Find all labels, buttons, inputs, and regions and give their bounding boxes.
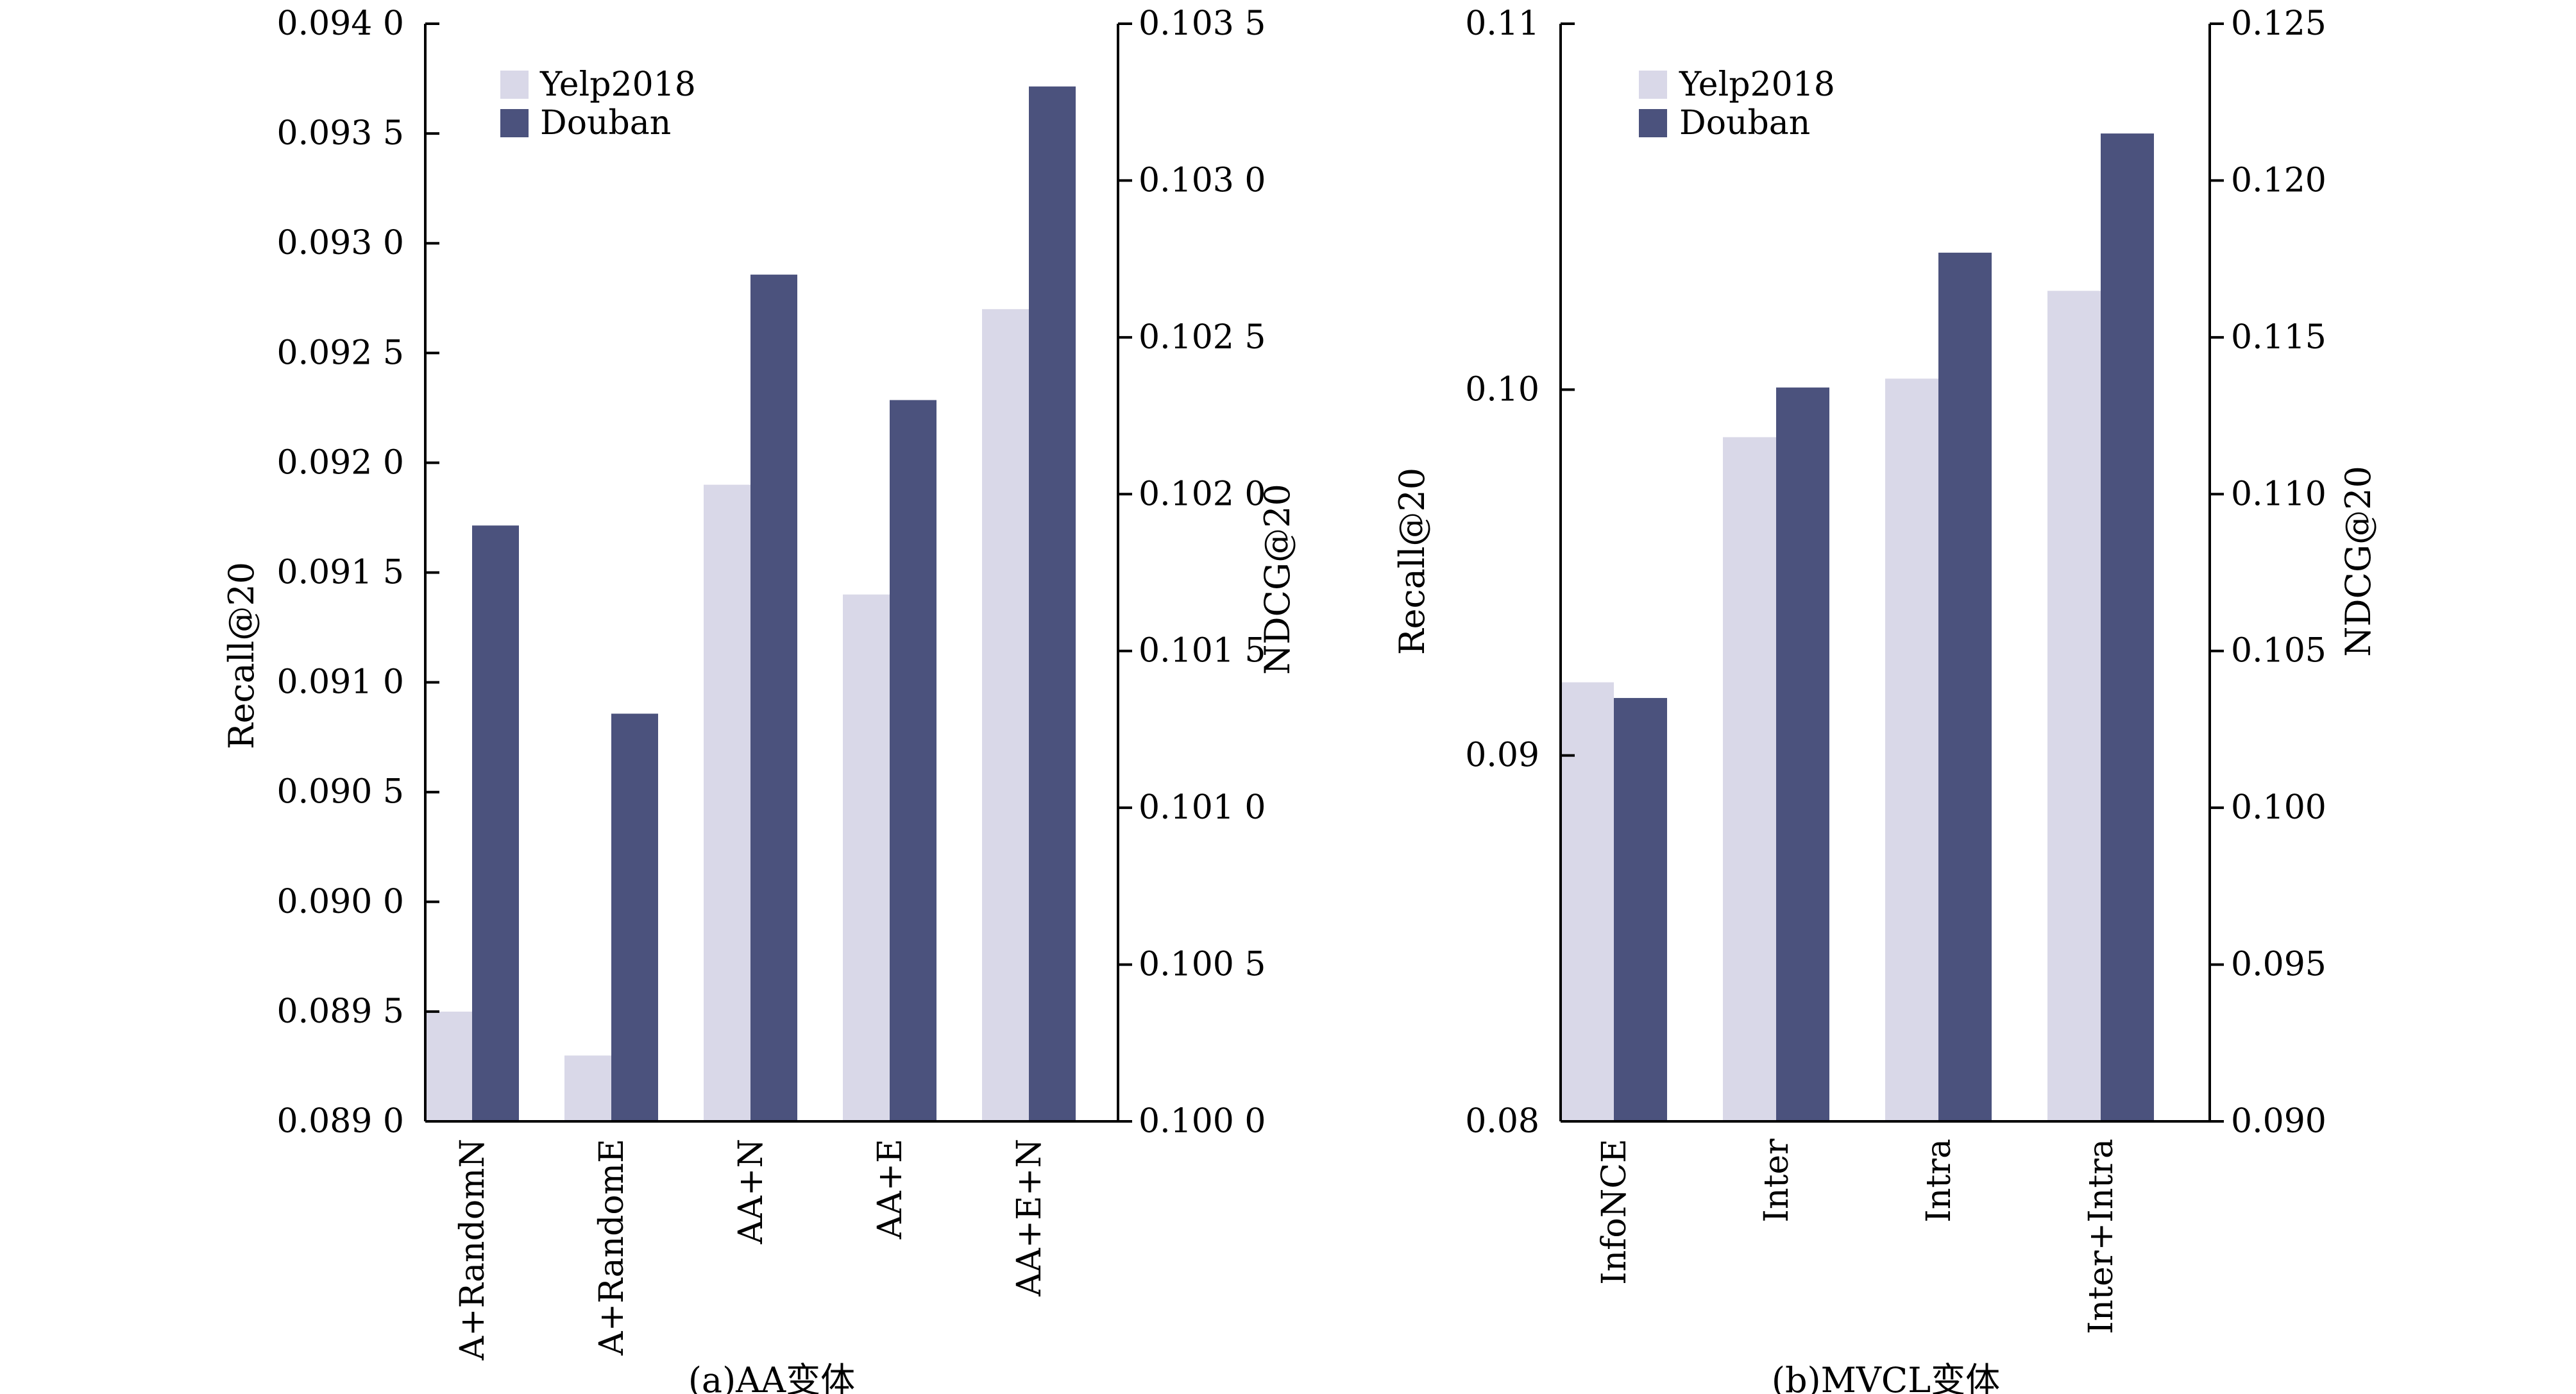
legend-label-yelp: Yelp2018 — [1679, 65, 1835, 104]
bar-yelp2018-aa-e — [843, 594, 890, 1121]
y-axis-title-right: NDCG@20 — [2338, 466, 2378, 657]
left-tick-label: 0.10 — [1465, 370, 1539, 409]
category-label: AA+E — [871, 1139, 910, 1240]
bar-yelp2018-aa-n — [704, 484, 750, 1121]
bar-yelp2018-inter — [1723, 437, 1776, 1121]
right-tick-label: 0.090 — [2231, 1102, 2326, 1141]
bar-yelp2018-a-randome — [564, 1055, 611, 1121]
category-label: InfoNCE — [1595, 1139, 1634, 1285]
category-label: A+RandomN — [453, 1139, 492, 1361]
bar-douban-inter-intra — [2101, 133, 2154, 1122]
left-tick-label: 0.11 — [1465, 4, 1539, 43]
right-tick-label: 0.103 5 — [1139, 4, 1266, 43]
legend-label-yelp: Yelp2018 — [539, 65, 696, 104]
bar-douban-inter — [1776, 387, 1829, 1122]
right-tick-label: 0.105 — [2231, 632, 2326, 670]
legend: Yelp2018 Douban — [500, 65, 696, 142]
bar-yelp2018-infonce — [1561, 682, 1614, 1121]
category-label: A+RandomE — [593, 1139, 631, 1356]
bar-douban-aa-n — [750, 275, 797, 1122]
left-tick-label: 0.08 — [1465, 1102, 1539, 1141]
left-tick-label: 0.091 0 — [277, 663, 404, 702]
right-tick-label: 0.115 — [2231, 318, 2326, 357]
left-ticks: 0.08 0.09 0.10 0.11 — [1465, 4, 1575, 1141]
bar-group — [1561, 133, 2154, 1122]
left-tick-label: 0.09 — [1465, 736, 1539, 775]
left-ticks: 0.089 0 0.089 5 0.090 0 0.090 5 0.091 0 0.091… — [277, 4, 439, 1141]
bar-douban-intra — [1938, 252, 1992, 1121]
y-axis-title-right: NDCG@20 — [1257, 484, 1298, 675]
right-tick-label: 0.100 0 — [1139, 1102, 1266, 1141]
bar-group — [425, 86, 1076, 1122]
legend-label-douban: Douban — [540, 104, 671, 142]
right-tick-label: 0.102 5 — [1139, 318, 1266, 357]
left-tick-label: 0.093 0 — [277, 224, 404, 262]
bar-douban-aa-e — [890, 400, 936, 1121]
left-tick-label: 0.092 5 — [277, 334, 404, 372]
bar-yelp2018-aa-e-n — [982, 309, 1029, 1121]
bar-douban-a-randome — [611, 713, 658, 1121]
bar-yelp2018-inter-intra — [2047, 291, 2101, 1122]
y-axis-title-left: Recall@20 — [1392, 468, 1432, 655]
right-tick-label: 0.101 0 — [1139, 788, 1266, 827]
legend-swatch-yelp — [1639, 71, 1667, 99]
chart-panel-aa: 0.089 0 0.089 5 0.090 0 0.090 5 0.091 0 0.091… — [221, 4, 1298, 1394]
category-label: Inter — [1758, 1139, 1796, 1223]
chart-panel-mvcl: 0.08 0.09 0.10 0.11 0.090 0.095 0.100 0.105 0.1… — [1392, 4, 2378, 1394]
right-tick-label: 0.100 5 — [1139, 946, 1266, 984]
category-labels: A+RandomN A+RandomE AA+N AA+E AA+E+N — [453, 1139, 1049, 1361]
left-tick-label: 0.089 5 — [277, 992, 404, 1031]
bar-yelp2018-intra — [1885, 378, 1938, 1121]
right-tick-label: 0.120 — [2231, 161, 2326, 200]
left-tick-label: 0.094 0 — [277, 4, 404, 43]
legend-swatch-douban — [1639, 109, 1667, 137]
caption-a: (a)AA变体 — [688, 1360, 855, 1394]
bar-douban-a-randomn — [472, 525, 519, 1121]
category-label: AA+E+N — [1010, 1139, 1049, 1297]
category-labels: InfoNCE Inter Intra Inter+Intra — [1595, 1139, 2121, 1334]
left-tick-label: 0.092 0 — [277, 443, 404, 482]
right-tick-label: 0.103 0 — [1139, 161, 1266, 200]
legend-swatch-douban — [500, 109, 529, 137]
left-tick-label: 0.090 5 — [277, 773, 404, 812]
category-label: AA+N — [732, 1139, 770, 1245]
right-tick-label: 0.110 — [2231, 475, 2326, 513]
left-tick-label: 0.093 5 — [277, 114, 404, 153]
bar-yelp2018-a-randomn — [425, 1011, 472, 1121]
right-ticks: 0.090 0.095 0.100 0.105 0.110 0.115 0.120 0.125 — [2210, 4, 2326, 1141]
caption-b: (b)MVCL变体 — [1772, 1360, 2000, 1394]
right-tick-label: 0.100 — [2231, 788, 2326, 827]
legend-label-douban: Douban — [1679, 104, 1810, 142]
right-tick-label: 0.125 — [2231, 4, 2326, 43]
bar-douban-infonce — [1614, 698, 1667, 1121]
bar-douban-aa-e-n — [1029, 86, 1076, 1121]
left-tick-label: 0.091 5 — [277, 554, 404, 592]
right-tick-label: 0.102 0 — [1139, 475, 1266, 513]
legend-swatch-yelp — [500, 71, 529, 99]
y-axis-title-left: Recall@20 — [221, 562, 262, 749]
legend: Yelp2018 Douban — [1639, 65, 1835, 142]
category-label: Inter+Intra — [2082, 1139, 2121, 1334]
right-tick-label: 0.095 — [2231, 946, 2326, 984]
left-tick-label: 0.090 0 — [277, 883, 404, 921]
left-tick-label: 0.089 0 — [277, 1102, 404, 1141]
right-tick-label: 0.101 5 — [1139, 632, 1266, 670]
category-label: Intra — [1920, 1139, 1958, 1223]
right-ticks: 0.100 0 0.100 5 0.101 0 0.101 5 0.102 0 0.102… — [1118, 4, 1266, 1141]
